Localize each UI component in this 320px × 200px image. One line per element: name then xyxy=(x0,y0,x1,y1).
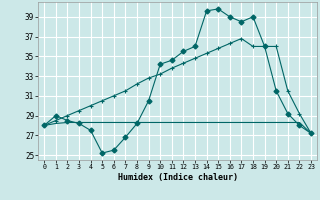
X-axis label: Humidex (Indice chaleur): Humidex (Indice chaleur) xyxy=(118,173,238,182)
